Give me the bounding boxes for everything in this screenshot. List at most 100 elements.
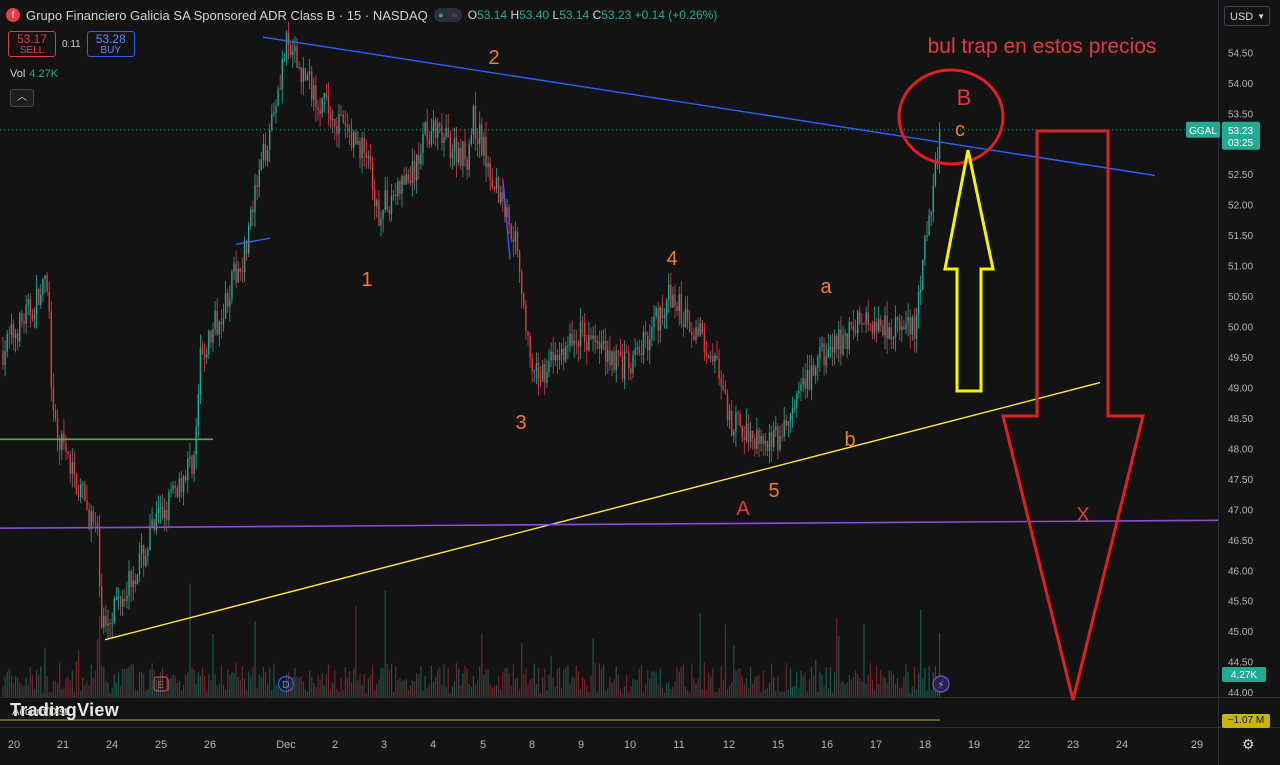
candle-body bbox=[35, 288, 38, 315]
candle-body bbox=[218, 321, 220, 335]
candle-body bbox=[380, 218, 382, 226]
volume-bar bbox=[136, 690, 138, 697]
candle-body bbox=[728, 410, 731, 420]
volume-bar bbox=[157, 678, 159, 697]
candle-body bbox=[783, 420, 785, 437]
volume-bar bbox=[762, 670, 764, 697]
candle-body bbox=[88, 509, 90, 530]
candle-body bbox=[153, 519, 155, 531]
price-tick-label: 45.00 bbox=[1228, 627, 1253, 638]
candle-body bbox=[623, 351, 626, 379]
price-axis: 54.5054.0053.5053.0052.5052.0051.5051.00… bbox=[1186, 48, 1266, 699]
volume-bar bbox=[437, 669, 439, 697]
price-tick-label: 52.00 bbox=[1228, 201, 1253, 212]
currency-select[interactable]: USD ▼ bbox=[1224, 6, 1270, 26]
volume-bar bbox=[430, 665, 432, 697]
sell-button[interactable]: 53.17 SELL bbox=[8, 31, 56, 57]
candle-body bbox=[703, 332, 706, 353]
sell-label: SELL bbox=[19, 45, 45, 56]
volume-bar bbox=[817, 691, 819, 697]
volume-bar bbox=[607, 688, 609, 697]
spread-value: 0.11 bbox=[62, 38, 81, 50]
candle-body bbox=[80, 484, 82, 497]
candle-body bbox=[294, 46, 296, 52]
volume-legend[interactable]: Vol 4.27K bbox=[10, 68, 58, 80]
buy-button[interactable]: 53.28 BUY bbox=[86, 31, 135, 57]
visibility-toggle[interactable]: ● ≈ bbox=[433, 8, 462, 22]
candle-body bbox=[182, 476, 185, 493]
candle-body bbox=[143, 545, 145, 566]
indicator-label[interactable]: Accum/Dist bbox=[12, 706, 68, 718]
volume-bar bbox=[84, 684, 86, 697]
volume-bar bbox=[189, 583, 191, 697]
volume-bar bbox=[735, 670, 737, 697]
volume-bar bbox=[861, 680, 863, 697]
candle-body bbox=[115, 598, 118, 600]
volume-bar bbox=[613, 679, 615, 697]
volume-bar bbox=[588, 691, 590, 697]
candle-body bbox=[735, 412, 737, 432]
volume-bar bbox=[852, 677, 855, 697]
candle-body bbox=[138, 553, 141, 575]
volume-bar bbox=[227, 669, 229, 697]
volume-bar bbox=[353, 668, 355, 697]
volume-bar bbox=[418, 674, 420, 697]
candle-body bbox=[369, 155, 372, 162]
price-tick-label: 51.00 bbox=[1228, 262, 1253, 273]
time-tick-label: 4 bbox=[430, 739, 436, 751]
candle-body bbox=[210, 330, 212, 343]
candle-body bbox=[722, 386, 724, 390]
candle-body bbox=[27, 299, 29, 305]
volume-bar bbox=[573, 677, 575, 697]
candle-body bbox=[101, 586, 103, 628]
volume-bar bbox=[10, 675, 12, 697]
volume-bar bbox=[250, 676, 252, 697]
symbol-title[interactable]: Grupo Financiero Galicia SA Sponsored AD… bbox=[26, 7, 428, 23]
candle-body bbox=[212, 329, 214, 343]
candle-body bbox=[859, 311, 861, 324]
candle-body bbox=[449, 137, 451, 159]
volume-bar bbox=[23, 686, 25, 697]
volume-bar bbox=[521, 642, 523, 697]
volume-bar bbox=[346, 677, 348, 697]
volume-bar bbox=[15, 676, 17, 697]
candle-body bbox=[63, 433, 65, 443]
volume-bar bbox=[378, 679, 380, 697]
wave-label-c: c bbox=[955, 119, 965, 141]
candle-body bbox=[789, 413, 792, 422]
candle-body bbox=[794, 407, 796, 409]
candle-body bbox=[229, 299, 231, 307]
volume-bar bbox=[166, 674, 168, 697]
volume-bar bbox=[892, 674, 894, 697]
volume-bar bbox=[590, 675, 592, 697]
volume-bar bbox=[676, 666, 678, 697]
indicator-pane bbox=[0, 697, 1218, 727]
volume-bar bbox=[363, 674, 365, 697]
symbol-logo[interactable]: f bbox=[6, 8, 20, 22]
candle-body bbox=[884, 315, 886, 336]
chevron-down-icon: ▼ bbox=[1257, 12, 1265, 21]
volume-bar bbox=[514, 678, 516, 697]
candle-body bbox=[260, 160, 262, 171]
volume-bar bbox=[777, 676, 779, 697]
gear-icon[interactable]: ⚙ bbox=[1242, 736, 1255, 752]
volume-bar bbox=[498, 676, 500, 697]
volume-bar bbox=[300, 676, 302, 697]
price-tick-label: 47.50 bbox=[1228, 475, 1253, 486]
candle-body bbox=[668, 284, 670, 301]
volume-bar bbox=[760, 692, 762, 697]
time-tick-label: 16 bbox=[821, 739, 833, 751]
volume-bar bbox=[409, 685, 411, 697]
volume-bar bbox=[252, 667, 254, 697]
volume-bar bbox=[842, 681, 844, 697]
volume-bar bbox=[663, 692, 666, 697]
collapse-legend-button[interactable]: ︿ bbox=[10, 89, 34, 107]
volume-bar bbox=[2, 686, 4, 697]
candle-body bbox=[718, 358, 720, 379]
time-tick-label: 5 bbox=[480, 739, 486, 751]
candle-body bbox=[542, 364, 544, 382]
candle-body bbox=[697, 327, 699, 336]
volume-bar bbox=[208, 674, 210, 697]
